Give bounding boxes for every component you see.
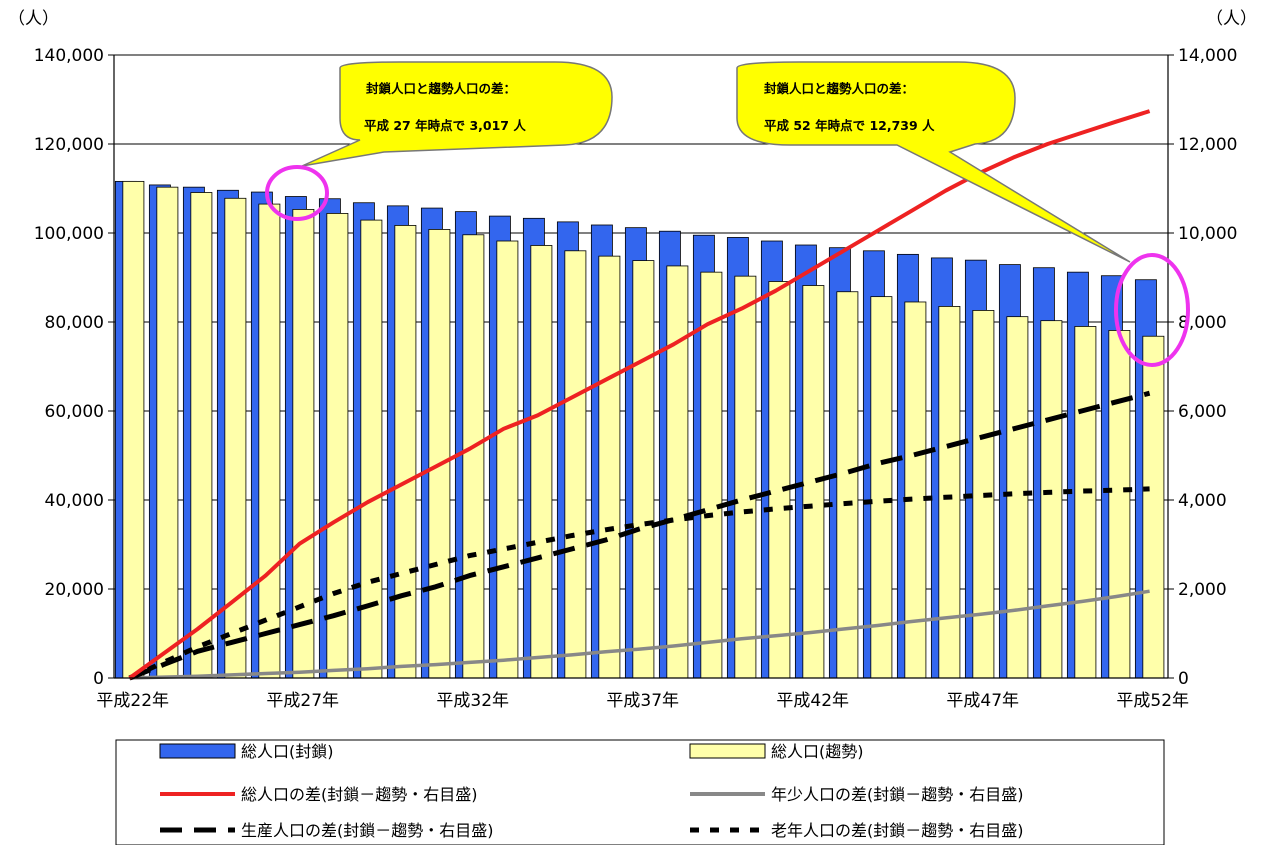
bar-susei [666,265,689,679]
bar-susei [1006,316,1029,679]
line-series [128,390,1151,681]
legend-label-total-diff: 総人口の差(封鎖－趨勢・右目盛) [241,785,478,804]
bar-susei [258,203,281,679]
bar-susei [428,229,451,679]
left-axis-unit: （人） [8,9,59,29]
bar-susei [938,306,961,679]
y-right-tick-label: 4,000 [1178,491,1227,511]
y-left-tick-label: 80,000 [45,313,104,333]
bar-susei [122,180,145,679]
line-series [129,589,1150,680]
y-right-tick-label: 0 [1178,669,1189,689]
y-right-tick-label: 8,000 [1178,313,1227,333]
y-left-tick-label: 20,000 [45,580,104,600]
bar-susei [156,186,179,679]
legend-box [115,739,1165,845]
legend-swatch-sokou-fusa [159,743,236,759]
callout-1-line2: 平成 27 年時点で 3,017 人 [364,118,526,133]
x-tick-label: 平成47年 [946,691,1019,711]
bar-susei [496,240,519,679]
callout-2-line1: 封鎖人口と趨勢人口の差： [764,81,914,96]
bar-susei [462,234,485,679]
legend: 総人口(封鎖) 総人口(趨勢) 総人口の差(封鎖－趨勢・右目盛) 年少人口の差(… [115,739,1165,845]
bar-susei [734,275,757,679]
bars [114,180,1165,679]
y-right-tick-label: 10,000 [1178,224,1237,244]
right-axis-unit: （人） [1206,9,1257,29]
y-left-tick-label: 60,000 [45,402,104,422]
y-left-tick-label: 100,000 [34,224,104,244]
y-left-tick-label: 140,000 [34,46,104,66]
axes: （人） （人） 0 20,000 40,000 60,000 80,000 100,000… [8,9,1257,711]
callout-2-line2: 平成 52 年時点で 12,739 人 [764,118,935,133]
y-right-tick-label: 12,000 [1178,135,1237,155]
callout-1-line1: 封鎖人口と趨勢人口の差： [366,81,516,96]
x-tick-label: 平成22年 [96,691,169,711]
legend-label-youth-diff: 年少人口の差(封鎖－趨勢・右目盛) [771,785,1024,804]
y-left-tick-label: 120,000 [34,135,104,155]
bar-susei [530,245,553,679]
bar-susei [1108,330,1131,679]
bar-susei [190,192,213,679]
highlight-circle-heisei27 [265,165,329,221]
bar-susei [1142,335,1165,679]
bar-susei [768,281,791,679]
legend-label-elderly-diff: 老年人口の差(封鎖－趨勢・右目盛) [771,821,1024,840]
callout-1-bubble [301,61,613,167]
bar-susei [1040,320,1063,679]
y-right-tick-label: 14,000 [1178,46,1237,66]
legend-label-sokou-fusa: 総人口(封鎖) [241,742,334,761]
bar-susei [564,250,587,679]
y-right-tick-label: 2,000 [1178,580,1227,600]
legend-swatch-sokou-susei [689,743,766,759]
bar-susei [836,291,859,679]
bar-susei [632,260,655,679]
x-tick-label: 平成32年 [436,691,509,711]
x-tick-label: 平成52年 [1116,691,1189,711]
highlight-circle-heisei52 [1114,253,1190,367]
bar-susei [1074,326,1097,679]
x-tick-label: 平成42年 [776,691,849,711]
legend-label-working-diff: 生産人口の差(封鎖－趨勢・右目盛) [241,821,494,840]
callout-2-bubble [736,61,1131,263]
bar-susei [326,213,349,679]
x-tick-label: 平成37年 [606,691,679,711]
y-left-tick-label: 40,000 [45,491,104,511]
x-tick-label: 平成27年 [266,691,339,711]
bar-susei [700,271,723,679]
y-right-tick-label: 6,000 [1178,402,1227,422]
y-left-tick-label: 0 [93,669,104,689]
bar-susei [394,225,417,679]
callouts: 封鎖人口と趨勢人口の差： 平成 27 年時点で 3,017 人 封鎖人口と趨勢人… [265,61,1190,367]
legend-label-sokou-susei: 総人口(趨勢) [771,742,864,761]
line-series [128,486,1150,681]
bar-susei [598,255,621,679]
bar-susei [870,296,893,679]
